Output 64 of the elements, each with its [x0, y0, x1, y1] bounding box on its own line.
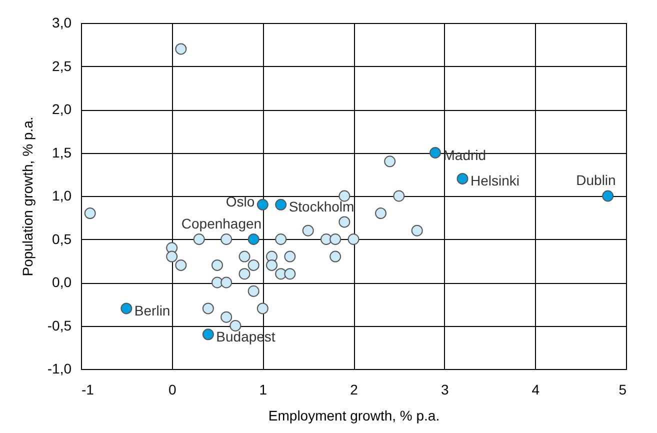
point — [284, 250, 296, 262]
point — [284, 268, 296, 280]
point — [166, 250, 178, 262]
point — [411, 224, 423, 236]
point — [175, 43, 187, 55]
y-tick-label: -0,5 — [47, 317, 72, 334]
y-tick-label: 1,0 — [52, 188, 72, 204]
point — [238, 268, 250, 280]
annotation: Helsinki — [470, 172, 520, 189]
point — [384, 156, 396, 168]
y-tick-label: 0,0 — [52, 274, 72, 290]
point — [248, 259, 260, 271]
x-tick-label: 3 — [440, 382, 449, 398]
x-tick-label: 2 — [350, 382, 358, 398]
point — [248, 234, 260, 245]
point — [375, 208, 386, 220]
x-tick-label: 5 — [618, 382, 627, 398]
annotation: Stockholm — [288, 198, 354, 215]
point — [275, 198, 287, 210]
y-tick-label: 2,5 — [52, 58, 72, 74]
y-tick-label: -1,0 — [47, 360, 72, 376]
point — [202, 302, 214, 314]
x-axis-title: Employment growth, % p.a. — [268, 408, 440, 424]
y-tick-label: 0,5 — [52, 230, 72, 247]
point — [256, 302, 268, 314]
point — [220, 234, 232, 245]
point — [248, 285, 260, 297]
annotation: Copenhagen — [181, 215, 262, 232]
point — [338, 216, 350, 228]
x-tick-label: 4 — [532, 382, 540, 398]
annotation: Dublin — [576, 172, 616, 188]
point — [230, 320, 242, 332]
point — [430, 147, 441, 158]
point — [320, 234, 332, 245]
point — [212, 259, 223, 271]
point — [338, 190, 350, 202]
x-tick-label: -1 — [82, 382, 94, 398]
y-tick-label: 3,0 — [52, 14, 72, 30]
x-tick-label: 0 — [168, 382, 176, 398]
point — [175, 259, 187, 271]
point — [238, 250, 250, 262]
point — [330, 234, 342, 245]
y-axis-title: Population growth, % p.a. — [19, 116, 36, 276]
point — [330, 250, 342, 262]
point — [348, 234, 360, 245]
point — [193, 234, 205, 245]
point — [602, 190, 614, 202]
point — [456, 172, 468, 184]
annotation: Berlin — [134, 302, 170, 318]
x-tick-label: 1 — [259, 382, 268, 398]
y-tick-label: 2,0 — [52, 101, 72, 117]
point — [220, 276, 232, 288]
point — [393, 190, 405, 202]
point — [256, 198, 268, 210]
point — [120, 302, 132, 314]
annotation: Oslo — [226, 194, 255, 210]
point — [220, 311, 232, 323]
point — [202, 328, 214, 340]
point — [266, 259, 278, 271]
point — [302, 224, 314, 236]
point — [84, 208, 96, 220]
point — [275, 268, 287, 280]
point — [275, 234, 287, 245]
y-tick-label: 1,5 — [52, 144, 72, 160]
